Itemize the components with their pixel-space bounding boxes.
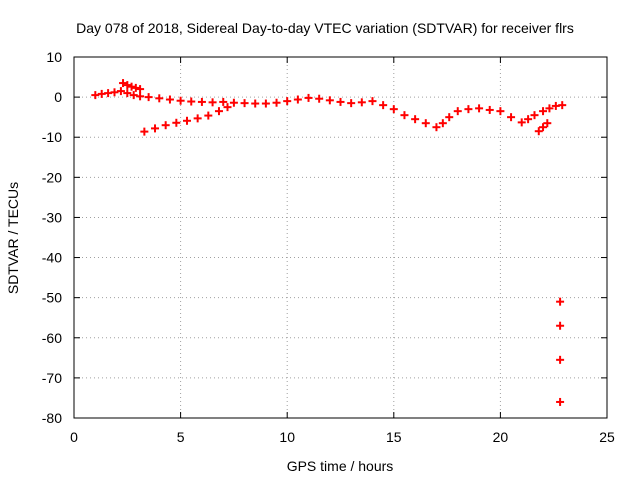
y-tick-label: 0 (54, 89, 62, 105)
y-tick-label: -70 (42, 370, 62, 386)
data-point (165, 95, 174, 104)
data-point (445, 113, 454, 122)
data-point (293, 95, 302, 104)
data-point (539, 107, 548, 116)
data-point (229, 98, 238, 107)
x-tick-label: 15 (386, 429, 402, 445)
data-point (556, 355, 565, 364)
series-outliers (556, 297, 565, 406)
data-point (123, 81, 132, 90)
data-point (182, 116, 191, 125)
series-main-track (91, 87, 567, 132)
y-tick-label: -30 (42, 209, 62, 225)
data-point (496, 107, 505, 116)
data-point (136, 85, 145, 94)
data-point (336, 97, 345, 106)
data-point (545, 104, 554, 113)
x-tick-label: 0 (70, 429, 78, 445)
y-tick-label: -20 (42, 169, 62, 185)
data-point (530, 111, 539, 120)
plot-frame (73, 56, 608, 419)
data-point (140, 127, 149, 136)
data-point (127, 82, 136, 91)
data-point (204, 111, 213, 120)
data-point (283, 97, 292, 106)
series-late-drop (534, 119, 552, 136)
data-point (438, 119, 447, 128)
data-point (272, 98, 281, 107)
data-point (347, 99, 356, 108)
x-tick-label: 25 (599, 429, 615, 445)
data-point (136, 92, 145, 101)
data-point (151, 124, 160, 133)
data-point (558, 101, 567, 110)
data-point (304, 93, 313, 102)
data-point (325, 96, 334, 105)
data-point (251, 99, 260, 108)
data-point (197, 97, 206, 106)
data-point (357, 98, 366, 107)
data-point (223, 103, 232, 112)
y-tick-label: -40 (42, 250, 62, 266)
y-tick-label: -10 (42, 129, 62, 145)
data-point (389, 105, 398, 114)
data-point (421, 119, 430, 128)
tick-layer: 0 5 10 15 20 25 10 0 -10 -20 -30 -40 -50 -60 -70 -80 (42, 49, 615, 445)
data-point (543, 119, 552, 128)
data-point (315, 94, 324, 103)
data-point (129, 91, 138, 100)
data-point (119, 79, 128, 88)
data-point (116, 87, 125, 96)
data-point (193, 114, 202, 123)
data-point (411, 115, 420, 124)
y-axis-label: SDTVAR / TECUs (5, 182, 21, 294)
data-point (432, 123, 441, 132)
data-point (556, 321, 565, 330)
data-point (187, 97, 196, 106)
series-lower-arc (140, 103, 232, 136)
data-point (240, 99, 249, 108)
data-point (475, 104, 484, 113)
data-point (368, 97, 377, 106)
data-point (464, 105, 473, 114)
x-axis-label: GPS time / hours (287, 458, 394, 474)
data-point (485, 105, 494, 114)
x-tick-label: 5 (177, 429, 185, 445)
data-point (539, 123, 548, 132)
chart-title: Day 078 of 2018, Sidereal Day-to-day VTE… (76, 20, 574, 36)
x-tick-label: 10 (279, 429, 295, 445)
data-point (123, 89, 132, 98)
data-point (144, 93, 153, 102)
data-point (556, 397, 565, 406)
data-point (219, 97, 228, 106)
data-point (172, 118, 181, 127)
data-point (155, 94, 164, 103)
data-point (176, 96, 185, 105)
data-point (131, 83, 140, 92)
mark-layer (91, 79, 567, 406)
data-point (453, 107, 462, 116)
data-point (161, 121, 170, 130)
y-tick-label: -80 (42, 410, 62, 426)
x-tick-label: 20 (493, 429, 509, 445)
series-early-bump (119, 79, 145, 94)
data-point (379, 101, 388, 110)
data-point (507, 113, 516, 122)
data-point (110, 88, 119, 97)
data-point (214, 107, 223, 116)
grid-layer (74, 57, 607, 418)
data-point (524, 115, 533, 124)
data-point (208, 98, 217, 107)
data-point (400, 111, 409, 120)
y-tick-label: 10 (46, 49, 62, 65)
data-point (261, 99, 270, 108)
data-point (91, 91, 100, 100)
data-point (556, 297, 565, 306)
data-point (534, 127, 543, 136)
y-tick-label: -50 (42, 290, 62, 306)
data-point (517, 118, 526, 127)
y-tick-label: -60 (42, 330, 62, 346)
